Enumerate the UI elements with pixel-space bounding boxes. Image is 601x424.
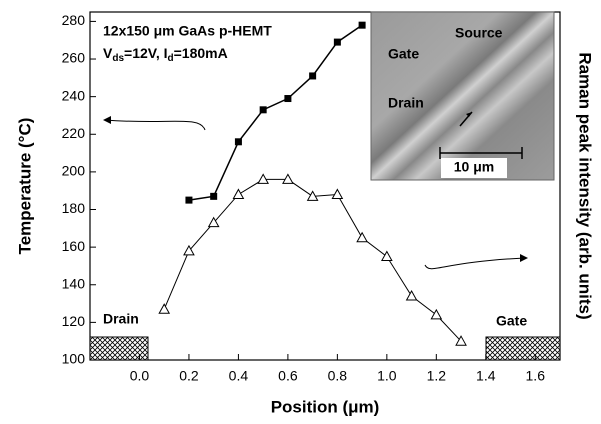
y-tick-label: 160	[62, 238, 86, 254]
marker	[185, 196, 193, 204]
y-tick-label: 180	[62, 200, 86, 216]
y-tick-label: 220	[62, 125, 86, 141]
drain-contact	[89, 336, 149, 361]
x-tick-label: 1.4	[476, 368, 496, 384]
series-line	[163, 178, 462, 342]
marker	[284, 95, 292, 103]
marker	[380, 250, 393, 262]
marker	[309, 72, 317, 80]
x-tick-label: 0.0	[130, 368, 150, 384]
inset-arrow-head	[466, 112, 472, 117]
x-tick-label: 1.0	[377, 368, 397, 384]
subtitle-part: =12V, I	[124, 45, 167, 61]
inset-label: Source	[455, 25, 503, 41]
y-tick-label: 260	[62, 50, 86, 66]
subtitle-part: V	[103, 45, 113, 61]
marker	[333, 38, 341, 46]
chart-title: 12x150 μm GaAs p-HEMT	[103, 23, 272, 39]
marker	[405, 290, 418, 301]
marker	[259, 106, 267, 114]
scale-label-bg	[441, 158, 507, 178]
marker	[158, 303, 171, 314]
x-tick-label: 1.6	[526, 368, 546, 384]
marker	[358, 21, 366, 29]
marker	[207, 216, 220, 228]
inset-image	[370, 11, 555, 181]
plot-frame	[89, 11, 561, 361]
marker	[356, 231, 368, 243]
chart-subtitle: Vds=12V, Id=180mA	[103, 45, 228, 64]
inset-label: 10 μm	[454, 159, 494, 175]
y-tick-label: 120	[62, 313, 86, 329]
x-axis-label: Position (μm)	[271, 397, 380, 416]
marker	[430, 308, 443, 320]
inset-label: Gate	[388, 46, 419, 62]
x-tick-label: 0.4	[229, 368, 249, 384]
marker	[232, 188, 245, 199]
axis-arrow-head	[103, 116, 111, 124]
y-tick-label: 240	[62, 87, 86, 103]
region-label: Drain	[103, 311, 139, 327]
axis-arrow	[104, 119, 206, 131]
x-tick-label: 0.8	[328, 368, 348, 384]
inset-label: Drain	[388, 95, 424, 111]
y2-axis-label: Raman peak intensity (arb. units)	[576, 52, 595, 319]
x-tick-label: 0.2	[179, 368, 199, 384]
inset: Source Gate Drain 10 μm	[370, 11, 555, 181]
region-label: Gate	[496, 313, 527, 329]
marker	[455, 335, 467, 346]
series-line	[188, 24, 363, 201]
subtitle-part: d	[168, 53, 174, 64]
y-tick-label: 140	[62, 275, 86, 291]
axis-arrow	[424, 257, 526, 270]
marker	[210, 192, 218, 200]
marker	[331, 188, 344, 199]
marker	[257, 173, 270, 184]
y-axis-label: Temperature (°C)	[15, 118, 34, 255]
subtitle-part: ds	[112, 53, 124, 64]
axis-arrow-head	[520, 254, 528, 262]
y-tick-label: 200	[62, 163, 86, 179]
marker	[234, 138, 242, 146]
x-tick-label: 0.6	[278, 368, 298, 384]
y-tick-label: 100	[62, 351, 86, 367]
gate-contact	[485, 336, 561, 361]
marker	[183, 244, 195, 256]
y-tick-label: 280	[62, 12, 86, 28]
x-tick-label: 1.2	[427, 368, 447, 384]
marker	[306, 190, 319, 201]
subtitle-part: =180mA	[174, 45, 228, 61]
marker	[282, 173, 294, 184]
